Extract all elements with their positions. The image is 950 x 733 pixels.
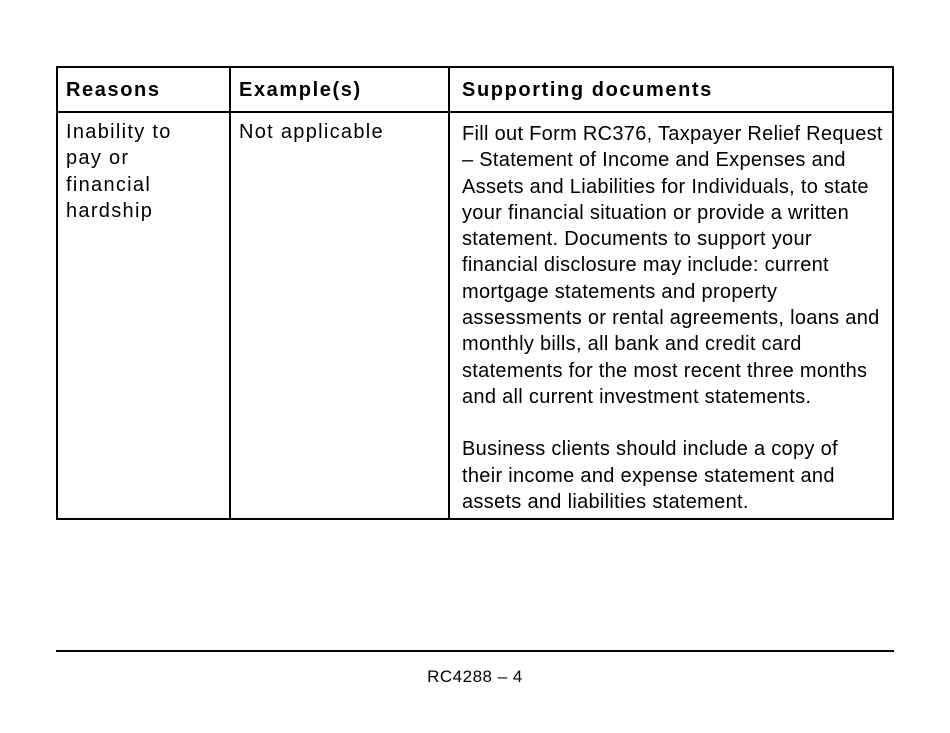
supporting-paragraph: Business clients should include a copy o… xyxy=(462,438,838,513)
footer-divider xyxy=(56,650,894,652)
supporting-paragraph: Fill out Form RC376, Taxpayer Relief Req… xyxy=(462,123,883,408)
reason-line: hardship xyxy=(66,199,154,222)
example-cell: Not applicable xyxy=(229,110,450,521)
reason-line: financial xyxy=(66,173,152,196)
reason-line: Inability to xyxy=(66,121,172,143)
supporting-documents-cell: Fill out Form RC376, Taxpayer Relief Req… xyxy=(448,110,894,521)
reason-line: pay or xyxy=(66,147,130,170)
header-reasons: Reasons xyxy=(56,66,231,113)
table-header-row: Reasons Example(s) Supporting documents xyxy=(56,66,894,113)
reason-cell: Inability to pay or financial hardship xyxy=(56,110,231,521)
header-examples: Example(s) xyxy=(229,66,450,113)
table-row: Inability to pay or financial hardship N… xyxy=(56,110,894,521)
header-supporting-documents: Supporting documents xyxy=(448,66,894,113)
page-number: RC4288 – 4 xyxy=(427,667,523,686)
reasons-table: Reasons Example(s) Supporting documents … xyxy=(56,66,894,521)
